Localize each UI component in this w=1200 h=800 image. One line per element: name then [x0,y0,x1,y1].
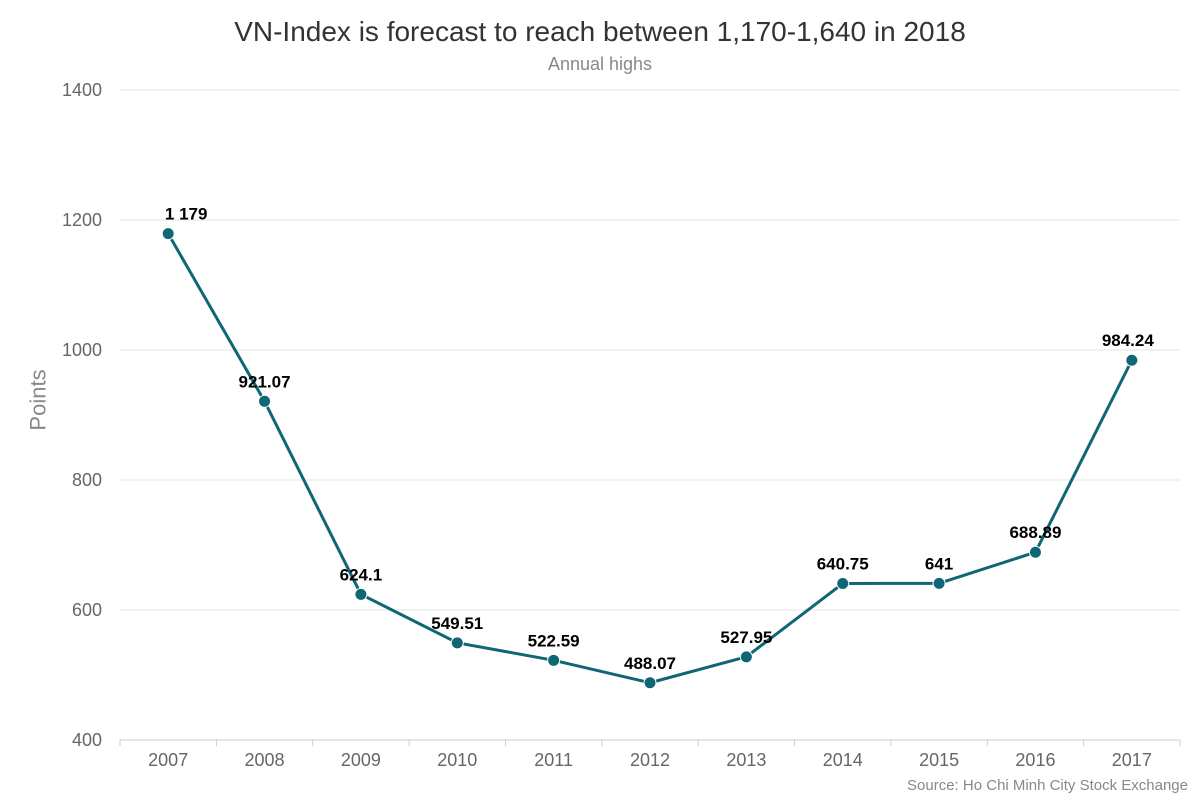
data-label: 549.51 [431,614,483,633]
data-marker [162,228,174,240]
data-marker [451,637,463,649]
y-tick-label: 600 [72,600,102,620]
y-tick-label: 1400 [62,80,102,100]
data-label: 527.95 [720,628,772,647]
data-marker [548,654,560,666]
x-tick-label: 2015 [919,750,959,770]
data-marker [740,651,752,663]
data-label: 1 179 [165,205,208,224]
data-marker [355,588,367,600]
y-tick-label: 400 [72,730,102,750]
x-tick-label: 2009 [341,750,381,770]
data-label: 921.07 [239,372,291,391]
x-tick-label: 2013 [726,750,766,770]
data-marker [837,578,849,590]
x-tick-label: 2007 [148,750,188,770]
data-label: 624.1 [340,565,383,584]
data-label: 488.07 [624,654,676,673]
data-marker [1029,546,1041,558]
x-tick-label: 2014 [823,750,863,770]
y-tick-label: 1000 [62,340,102,360]
x-tick-label: 2011 [534,750,573,770]
data-label: 522.59 [528,631,580,650]
series-line [168,234,1132,683]
x-tick-label: 2016 [1015,750,1055,770]
data-label: 984.24 [1102,331,1155,350]
chart-svg: 400 600 800 1000 1200 1400 2007 2008 2009 2010 201… [0,0,1200,800]
data-marker [933,577,945,589]
y-tick-label: 1200 [62,210,102,230]
data-marker [644,677,656,689]
y-tick-label: 800 [72,470,102,490]
data-label: 640.75 [817,555,869,574]
data-marker [259,395,271,407]
x-tick-label: 2012 [630,750,670,770]
data-label: 688.89 [1009,523,1061,542]
x-tick-label: 2010 [437,750,477,770]
data-marker [1126,354,1138,366]
x-tick-label: 2017 [1112,750,1152,770]
data-label: 641 [925,554,953,573]
chart-container: VN-Index is forecast to reach between 1,… [0,0,1200,800]
x-tick-label: 2008 [245,750,285,770]
